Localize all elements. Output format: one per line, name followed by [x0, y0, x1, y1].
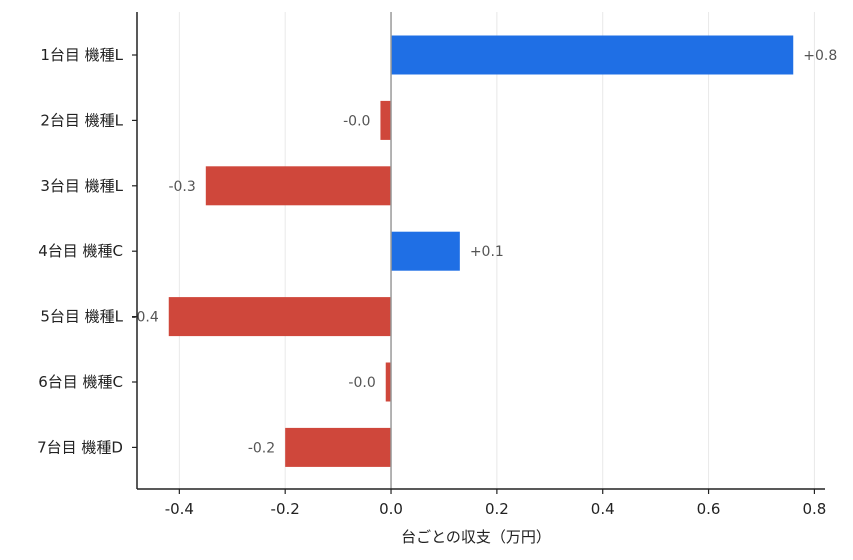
- bar: [205, 166, 392, 206]
- data-label: -0.4: [131, 310, 158, 326]
- y-tick-label: 5台目 機種L: [40, 308, 123, 326]
- bar: [391, 35, 794, 75]
- bar: [385, 362, 392, 402]
- data-label: -0.0: [348, 375, 375, 391]
- data-label: -0.0: [343, 113, 370, 129]
- y-tick-label: 7台目 機種D: [37, 438, 123, 456]
- x-tick-label: 0.0: [379, 500, 403, 518]
- bar: [391, 231, 460, 271]
- x-tick-label: -0.4: [165, 500, 194, 518]
- y-tick-label: 1台目 機種L: [40, 46, 123, 64]
- x-tick-label: -0.2: [271, 500, 300, 518]
- bar: [168, 297, 392, 337]
- x-tick-label: 0.4: [591, 500, 615, 518]
- x-tick-label: 0.6: [697, 500, 721, 518]
- data-label: -0.2: [248, 440, 275, 456]
- value-labels: +0.8 -0.0 -0.3 +0.1 -0.4 -0.0 -0.2: [131, 48, 837, 456]
- bar: [285, 427, 392, 467]
- bar: [380, 100, 392, 140]
- x-ticks: -0.4 -0.2 0.0 0.2 0.4 0.6 0.8: [165, 489, 826, 518]
- y-tick-label: 6台目 機種C: [38, 373, 123, 391]
- x-tick-label: 0.2: [485, 500, 509, 518]
- y-tick-label: 4台目 機種C: [38, 242, 123, 260]
- y-tick-label: 3台目 機種L: [40, 177, 123, 195]
- y-ticks: 1台目 機種L 2台目 機種L 3台目 機種L 4台目 機種C 5台目 機種L 6台目 機…: [37, 46, 137, 456]
- bars: [168, 35, 794, 467]
- data-label: -0.3: [168, 179, 195, 195]
- data-label: +0.1: [470, 244, 504, 260]
- x-axis-title: 台ごとの収支（万円）: [401, 528, 551, 546]
- y-tick-label: 2台目 機種L: [40, 111, 123, 129]
- x-tick-label: 0.8: [802, 500, 826, 518]
- data-label: +0.8: [803, 48, 837, 64]
